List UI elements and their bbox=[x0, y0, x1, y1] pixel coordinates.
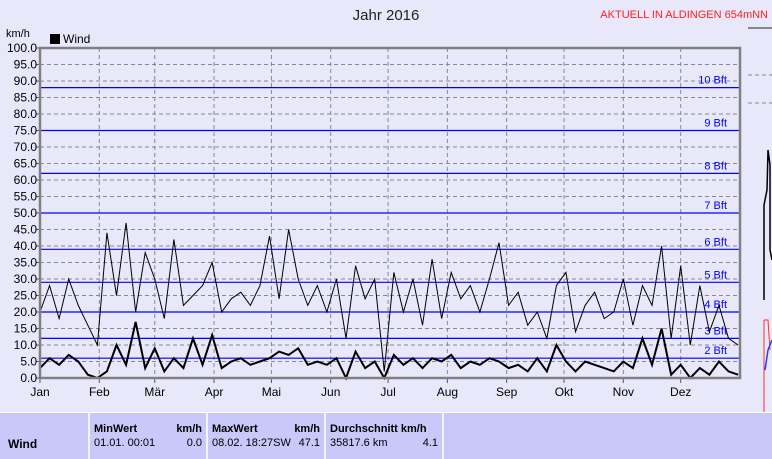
beaufort-label: 5 Bft bbox=[704, 269, 727, 281]
max-title: MaxWert bbox=[212, 423, 258, 435]
adjacent-chart-clipped bbox=[748, 0, 772, 412]
max-unit: km/h bbox=[294, 423, 320, 435]
avg-title: Durchschnitt km/h bbox=[330, 423, 427, 435]
y-tick-label: 40.0 bbox=[14, 239, 38, 253]
beaufort-label: 10 Bft bbox=[698, 75, 727, 87]
y-tick-label: 0.0 bbox=[20, 371, 37, 385]
legend-swatch bbox=[50, 34, 60, 44]
y-tick-label: 60.0 bbox=[14, 173, 38, 187]
y-axis-unit: km/h bbox=[6, 28, 30, 40]
series-max-line bbox=[39, 222, 739, 372]
chart-title: Jahr 2016 bbox=[352, 7, 420, 24]
y-tick-label: 100.0 bbox=[7, 41, 37, 55]
month-label: Jan bbox=[30, 385, 49, 399]
beaufort-label: 9 Bft bbox=[704, 118, 727, 130]
month-label: Okt bbox=[555, 385, 574, 399]
y-tick-label: 5.0 bbox=[20, 355, 37, 369]
stats-table: MinWert km/h 01.01. 00:01 0.0 MaxWert km/h … bbox=[0, 412, 772, 459]
month-label: Apr bbox=[205, 385, 224, 399]
avg-value: 4.1 bbox=[422, 437, 438, 449]
y-tick-label: 35.0 bbox=[14, 256, 38, 270]
y-tick-label: 15.0 bbox=[14, 322, 38, 336]
min-date: 01.01. 00:01 bbox=[94, 437, 156, 449]
y-tick-label: 55.0 bbox=[14, 190, 38, 204]
month-label: Nov bbox=[613, 385, 634, 399]
station-label: AKTUELL IN ALDINGEN 654mNN bbox=[600, 9, 768, 21]
month-label: Feb bbox=[89, 385, 110, 399]
month-label: Mär bbox=[144, 385, 165, 399]
y-tick-label: 85.0 bbox=[14, 91, 38, 105]
y-tick-label: 95.0 bbox=[14, 58, 38, 72]
month-label: Mai bbox=[262, 385, 281, 399]
min-cell: MinWert km/h 01.01. 00:01 0.0 bbox=[88, 413, 206, 459]
min-title: MinWert bbox=[94, 423, 138, 435]
min-unit: km/h bbox=[176, 423, 202, 435]
y-tick-label: 50.0 bbox=[14, 206, 38, 220]
max-value: 47.1 bbox=[298, 437, 320, 449]
y-tick-label: 25.0 bbox=[14, 289, 38, 303]
legend: Wind bbox=[50, 32, 90, 46]
month-label: Jun bbox=[321, 385, 340, 399]
y-tick-label: 45.0 bbox=[14, 223, 38, 237]
legend-label: Wind bbox=[63, 32, 91, 46]
empty-cell bbox=[442, 413, 772, 459]
avg-cell: Durchschnitt km/h 35817.6 km 4.1 bbox=[324, 413, 442, 459]
y-tick-label: 80.0 bbox=[14, 107, 38, 121]
beaufort-label: 7 Bft bbox=[704, 200, 727, 212]
month-label: Aug bbox=[437, 385, 458, 399]
month-label: Jul bbox=[380, 385, 395, 399]
y-tick-label: 70.0 bbox=[14, 140, 38, 154]
y-tick-label: 65.0 bbox=[14, 157, 38, 171]
min-value: 0.0 bbox=[186, 437, 202, 449]
month-label: Dez bbox=[670, 385, 691, 399]
y-tick-label: 10.0 bbox=[14, 338, 38, 352]
beaufort-label: 8 Bft bbox=[704, 160, 727, 172]
month-label: Sep bbox=[496, 385, 518, 399]
max-cell: MaxWert km/h 08.02. 18:27SW 47.1 bbox=[206, 413, 324, 459]
beaufort-label: 4 Bft bbox=[704, 299, 727, 311]
series-average-line bbox=[39, 321, 739, 381]
beaufort-label: 6 Bft bbox=[704, 236, 727, 248]
y-tick-label: 20.0 bbox=[14, 305, 38, 319]
avg-distance: 35817.6 km bbox=[330, 437, 388, 449]
max-date: 08.02. 18:27SW bbox=[212, 437, 291, 449]
row-label: Wind bbox=[8, 437, 38, 451]
wind-chart: 0.0 5.0 10.0 15.0 20.0 25.0 30.0 35.0 40.0 45.0 50… bbox=[7, 41, 742, 399]
y-tick-label: 90.0 bbox=[14, 74, 38, 88]
beaufort-label: 3 Bft bbox=[704, 325, 727, 337]
y-tick-label: 75.0 bbox=[14, 124, 38, 138]
beaufort-label: 2 Bft bbox=[704, 345, 727, 357]
plot-frame bbox=[38, 46, 742, 380]
y-tick-label: 30.0 bbox=[14, 272, 38, 286]
